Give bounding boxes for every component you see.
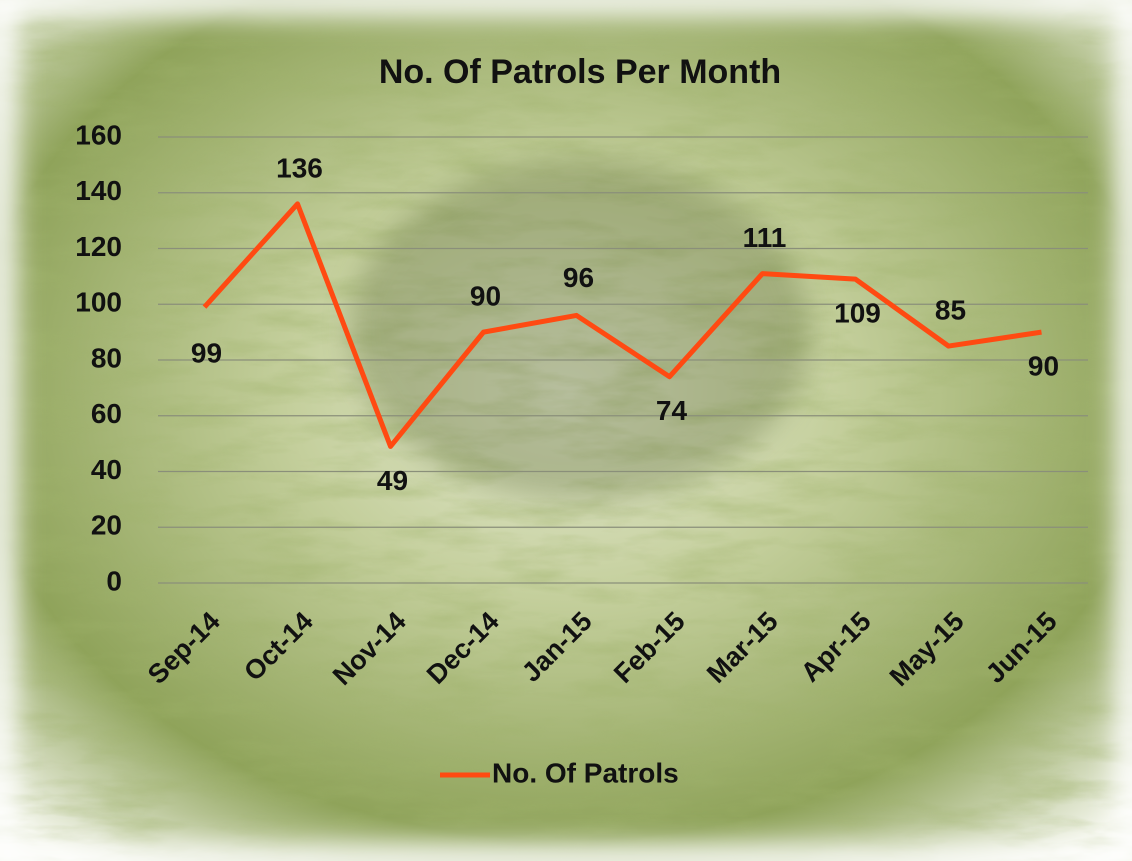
data-label: 49 — [377, 465, 408, 496]
figures-shadow — [350, 160, 810, 500]
data-label: 85 — [935, 294, 966, 325]
data-label: 99 — [191, 337, 222, 368]
data-label: 90 — [470, 281, 501, 312]
y-tick-label: 140 — [75, 175, 122, 206]
data-label: 74 — [656, 395, 688, 426]
legend-label: No. Of Patrols — [492, 757, 679, 788]
y-tick-label: 100 — [75, 287, 122, 318]
data-label: 111 — [743, 222, 787, 253]
y-tick-label: 60 — [91, 398, 122, 429]
data-label: 90 — [1028, 351, 1059, 382]
y-tick-label: 80 — [91, 342, 122, 373]
chart-title: No. Of Patrols Per Month — [379, 53, 781, 91]
data-label: 136 — [276, 152, 323, 183]
y-tick-label: 40 — [91, 454, 122, 485]
y-tick-label: 0 — [106, 565, 122, 596]
chart: No. Of Patrols Per Month No. Of Patrols … — [0, 0, 1132, 861]
y-tick-label: 120 — [75, 231, 122, 262]
y-tick-label: 20 — [91, 510, 122, 541]
y-tick-label: 160 — [75, 119, 122, 150]
data-label: 109 — [834, 298, 881, 329]
data-label: 96 — [563, 262, 594, 293]
